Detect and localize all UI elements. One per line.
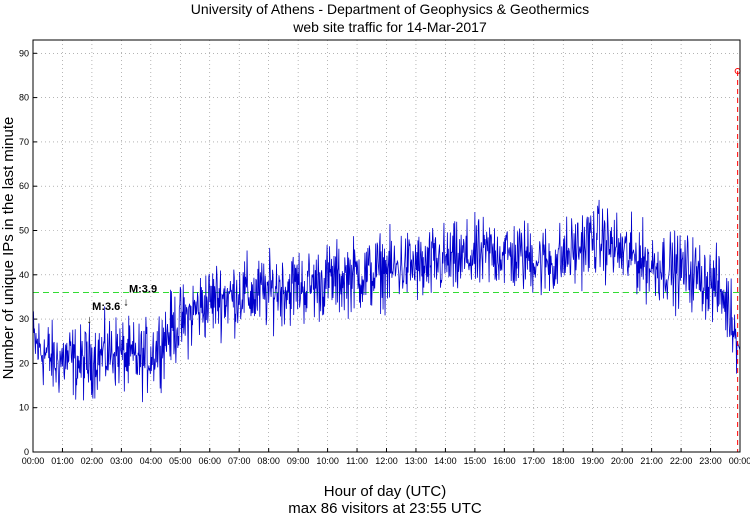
- x-tick-label: 09:00: [287, 456, 310, 466]
- annotation-label: M:3.6: [92, 301, 120, 313]
- x-axis-label: Hour of day (UTC): [324, 483, 447, 500]
- x-tick-label: 11:00: [346, 456, 368, 466]
- annotations: M:3.9↓M:3.6↓: [86, 284, 157, 327]
- x-tick-label: 23:00: [699, 456, 722, 466]
- y-axis-label: Number of unique IPs in the last minute: [0, 117, 17, 380]
- x-tick-label: 10:00: [316, 456, 339, 466]
- y-tick-label: 50: [19, 225, 29, 235]
- x-tick-label: 00:00: [22, 456, 45, 466]
- x-tick-label: 12:00: [375, 456, 398, 466]
- chart-subtitle: web site traffic for 14-Mar-2017: [292, 19, 487, 35]
- x-tick-label: 07:00: [228, 456, 251, 466]
- chart-footer: max 86 visitors at 23:55 UTC: [288, 500, 482, 515]
- x-tick-label: 20:00: [611, 456, 634, 466]
- x-tick-label: 21:00: [640, 456, 663, 466]
- annotation-arrow: ↓: [86, 314, 92, 326]
- x-tick-label: 01:00: [51, 456, 74, 466]
- x-tick-label: 05:00: [169, 456, 192, 466]
- x-tick-label: 08:00: [257, 456, 280, 466]
- annotation-arrow: ↓: [123, 297, 129, 309]
- x-tick-label: 16:00: [493, 456, 516, 466]
- x-tick-label: 17:00: [523, 456, 546, 466]
- y-tick-label: 0: [24, 447, 29, 457]
- x-axis-ticks: 00:00 01:00 02:00 03:00 04:00 05:00 06:00 07:00…: [22, 448, 750, 466]
- grid: [33, 40, 740, 452]
- x-tick-label: 03:00: [110, 456, 133, 466]
- x-tick-label: 14:00: [434, 456, 457, 466]
- x-tick-label: 19:00: [581, 456, 604, 466]
- x-tick-label: 15:00: [464, 456, 487, 466]
- y-tick-label: 80: [19, 93, 29, 103]
- x-tick-label: 18:00: [552, 456, 575, 466]
- y-tick-label: 60: [19, 181, 29, 191]
- x-tick-label: 04:00: [140, 456, 163, 466]
- y-axis-ticks: 0 10 20 30 40 50 60 70 80 90: [19, 48, 37, 457]
- y-tick-label: 20: [19, 358, 29, 368]
- x-tick-label: 22:00: [670, 456, 693, 466]
- y-tick-label: 10: [19, 403, 29, 413]
- annotation-label: M:3.9: [129, 284, 157, 296]
- x-tick-label: 13:00: [405, 456, 428, 466]
- plot-frame: [32, 39, 741, 453]
- y-tick-label: 90: [19, 48, 29, 58]
- x-tick-label: 06:00: [198, 456, 221, 466]
- y-tick-label: 70: [19, 137, 29, 147]
- chart-title: University of Athens - Department of Geo…: [191, 1, 589, 17]
- y-tick-label: 30: [19, 314, 29, 324]
- y-tick-label: 40: [19, 270, 29, 280]
- x-tick-label: 00:00: [729, 456, 750, 466]
- x-tick-label: 02:00: [81, 456, 104, 466]
- series-line: [32, 199, 741, 403]
